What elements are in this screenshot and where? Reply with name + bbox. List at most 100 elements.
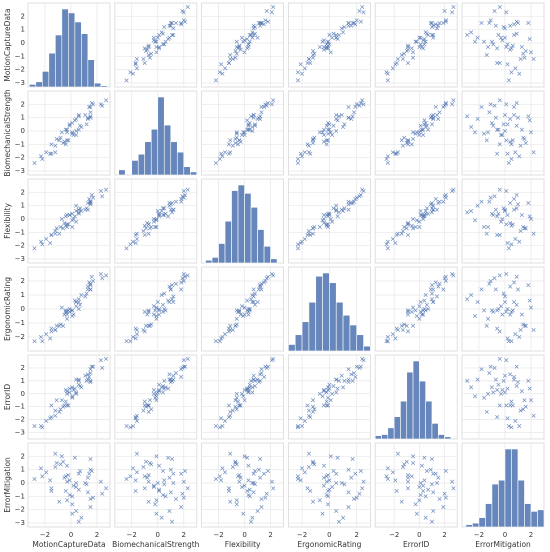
scatter-point — [58, 224, 63, 230]
scatter-point — [133, 336, 138, 341]
scatter-point — [475, 203, 480, 208]
scatter-point — [404, 226, 409, 231]
scatter-point — [76, 306, 81, 312]
scatter-point — [247, 487, 252, 492]
histogram-bar — [170, 141, 178, 176]
scatter-point — [492, 194, 497, 199]
scatter-point — [85, 475, 90, 480]
scatter-point — [526, 20, 531, 26]
scatter-point — [358, 468, 363, 474]
scatter-point — [179, 471, 184, 476]
scatter-point — [298, 62, 303, 67]
scatter-point — [145, 47, 150, 52]
scatter-point — [250, 299, 255, 305]
scatter-point — [228, 499, 233, 504]
x-tick-label: 2 — [95, 531, 99, 539]
scatter-point — [237, 44, 242, 50]
y-tick-label: 2 — [21, 364, 25, 372]
scatter-point — [130, 424, 136, 429]
scatter-point — [59, 454, 64, 459]
scatter-point — [249, 378, 254, 383]
histogram-bar — [42, 71, 50, 88]
scatter-point — [65, 479, 70, 484]
scatter-point — [349, 200, 354, 206]
scatter-point — [252, 383, 258, 389]
panel — [201, 354, 285, 440]
scatter-point — [485, 391, 491, 396]
scatter-point — [241, 39, 246, 44]
scatter-point — [510, 222, 515, 227]
scatter-point — [146, 308, 151, 313]
scatter-point — [185, 356, 190, 361]
scatter-point — [88, 504, 93, 510]
scatter-point — [181, 278, 186, 284]
scatter-point — [65, 222, 70, 227]
scatter-point — [89, 192, 94, 198]
scatter-point — [501, 291, 506, 296]
scatter-point — [145, 403, 150, 408]
scatter-point — [500, 132, 505, 138]
scatter-point — [405, 479, 411, 484]
scatter-point — [531, 150, 536, 155]
scatter-point — [181, 271, 186, 277]
scatter-point — [159, 515, 164, 520]
scatter-point — [65, 138, 70, 143]
scatter-point — [133, 240, 138, 246]
scatter-point — [181, 10, 186, 15]
histogram-bar — [189, 171, 198, 176]
scatter-point — [155, 299, 160, 305]
scatter-point — [70, 385, 75, 390]
scatter-point — [219, 62, 224, 67]
scatter-point — [104, 187, 109, 192]
histogram-bar — [294, 334, 303, 352]
scatter-point — [429, 519, 435, 524]
scatter-point — [141, 408, 146, 413]
scatter-point — [230, 143, 235, 148]
scatter-point — [509, 142, 514, 147]
scatter-point — [263, 278, 268, 284]
scatter-point — [59, 216, 64, 222]
scatter-point — [528, 130, 534, 135]
histogram-bar — [257, 229, 265, 264]
scatter-point — [134, 451, 139, 456]
scatter-point — [433, 22, 438, 27]
scatter-point — [429, 456, 435, 462]
scatter-point — [251, 490, 256, 495]
scatter-point — [157, 488, 162, 494]
scatter-point — [71, 132, 76, 138]
scatter-point — [514, 206, 519, 211]
scatter-point — [393, 336, 398, 341]
scatter-point — [341, 124, 346, 130]
scatter-point — [74, 128, 79, 134]
scatter-point — [501, 378, 506, 383]
scatter-point — [410, 226, 416, 231]
histogram-bar — [335, 301, 344, 352]
scatter-point — [162, 478, 167, 483]
scatter-point — [400, 228, 406, 234]
scatter-point — [226, 414, 231, 420]
scatter-point — [492, 365, 497, 370]
scatter-point — [242, 132, 247, 138]
scatter-point — [251, 112, 256, 118]
scatter-point — [295, 156, 301, 162]
scatter-point — [325, 39, 331, 44]
scatter-point — [134, 418, 139, 423]
scatter-point — [436, 475, 441, 480]
scatter-point — [160, 390, 166, 395]
scatter-point — [128, 339, 133, 344]
scatter-point — [385, 239, 390, 244]
histogram-bar — [472, 522, 480, 528]
x-axis-label: ErgonomicRating — [297, 540, 361, 549]
y-axis-label: BiomechanicalStrength — [3, 89, 12, 177]
histogram-bar — [29, 84, 37, 88]
scatter-point — [321, 387, 326, 392]
scatter-point — [465, 297, 470, 302]
scatter-point — [451, 187, 456, 192]
histogram-bar — [478, 517, 486, 528]
scatter-point — [341, 515, 346, 520]
scatter-point — [167, 284, 172, 289]
scatter-point — [358, 100, 363, 106]
scatter-point — [151, 38, 156, 43]
scatter-point — [342, 122, 347, 127]
scatter-point — [85, 490, 90, 495]
